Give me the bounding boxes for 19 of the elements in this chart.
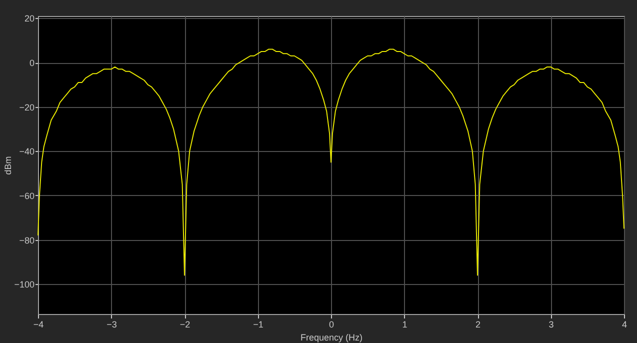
y-tick-label: −40 — [19, 146, 34, 157]
x-tick-label: 3 — [548, 320, 554, 330]
y-axis-title: dBm — [3, 156, 14, 175]
x-tick-label: −3 — [106, 320, 117, 330]
x-tick-label: −4 — [33, 320, 44, 330]
x-tick-label: 2 — [475, 320, 481, 330]
x-tick-label: 4 — [622, 320, 628, 330]
y-tick-label: −20 — [19, 102, 34, 112]
x-tick-label: −1 — [253, 320, 264, 330]
y-tick-label: −100 — [14, 280, 34, 290]
x-tick-label: 0 — [328, 320, 334, 330]
x-tick-label: −2 — [180, 320, 190, 330]
y-tick-label: 20 — [24, 14, 34, 24]
y-tick-label: 0 — [29, 58, 34, 68]
line-series — [38, 48, 624, 276]
y-tick-label: −80 — [19, 235, 34, 246]
x-axis-title: Frequency (Hz) — [300, 332, 363, 342]
y-tick-label: −60 — [19, 190, 34, 201]
x-tick-label: 1 — [402, 320, 408, 330]
